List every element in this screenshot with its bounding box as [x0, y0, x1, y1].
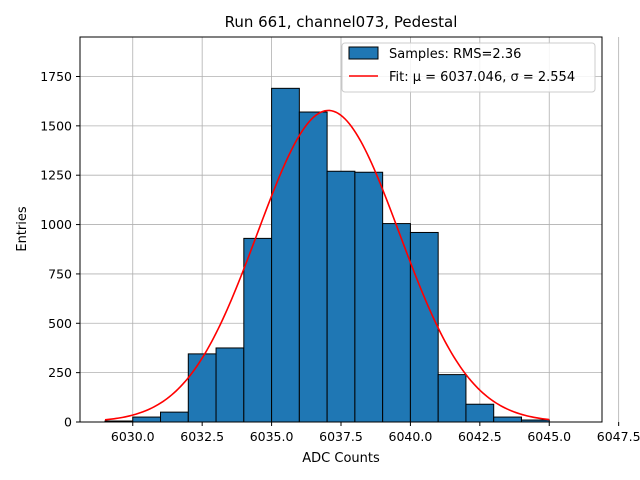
y-tick-label: 1500 — [40, 118, 72, 133]
y-tick-label: 1000 — [40, 217, 72, 232]
y-tick-label: 500 — [48, 316, 72, 331]
fit-curve — [104, 109, 550, 421]
histogram-bar — [298, 111, 328, 423]
x-tick-label: 6047.5 — [597, 429, 640, 444]
legend-label-samples: Samples: RMS=2.36 — [389, 47, 521, 62]
x-tick-label: 6045.0 — [527, 429, 571, 444]
x-tick-label: 6035.0 — [250, 429, 294, 444]
chart-title: Run 661, channel073, Pedestal — [225, 13, 458, 31]
legend-label-fit: Fit: μ = 6037.046, σ = 2.554 — [389, 70, 575, 85]
x-tick-label: 6042.5 — [458, 429, 502, 444]
histogram-bars — [104, 87, 550, 423]
y-tick-label: 1250 — [40, 168, 72, 183]
histogram-bar — [354, 171, 384, 423]
histogram-bar — [215, 347, 245, 423]
x-tick-label: 6032.5 — [180, 429, 224, 444]
histogram-bar — [271, 87, 300, 423]
y-axis-label: Entries — [15, 206, 30, 252]
x-tick-label: 6037.5 — [319, 429, 363, 444]
legend: Samples: RMS=2.36 Fit: μ = 6037.046, σ =… — [341, 42, 596, 93]
x-axis-label: ADC Counts — [302, 451, 380, 466]
histogram-bar — [409, 231, 439, 423]
legend-box — [341, 42, 596, 93]
histogram-bar — [160, 411, 189, 423]
y-tick-label: 1750 — [40, 69, 72, 84]
histogram-bar — [437, 374, 467, 423]
y-tick-label: 0 — [64, 415, 72, 430]
histogram-bar — [243, 237, 273, 423]
histogram-bar — [187, 353, 217, 423]
y-tick-label: 250 — [48, 365, 72, 380]
histogram-bar — [465, 403, 495, 423]
x-tick-label: 6040.0 — [389, 429, 433, 444]
x-tick-label: 6030.0 — [111, 429, 155, 444]
histogram-bar — [326, 170, 356, 423]
x-axis-ticks: 6030.0 6032.5 6035.0 6037.5 6040.0 6042.5 6045… — [111, 422, 640, 444]
y-tick-label: 750 — [48, 266, 72, 281]
histogram-bar — [493, 416, 522, 423]
legend-swatch-samples — [348, 46, 379, 60]
histogram-bar — [132, 416, 162, 423]
y-axis-ticks: 0 250 500 750 1000 1250 1500 1750 — [40, 69, 80, 430]
